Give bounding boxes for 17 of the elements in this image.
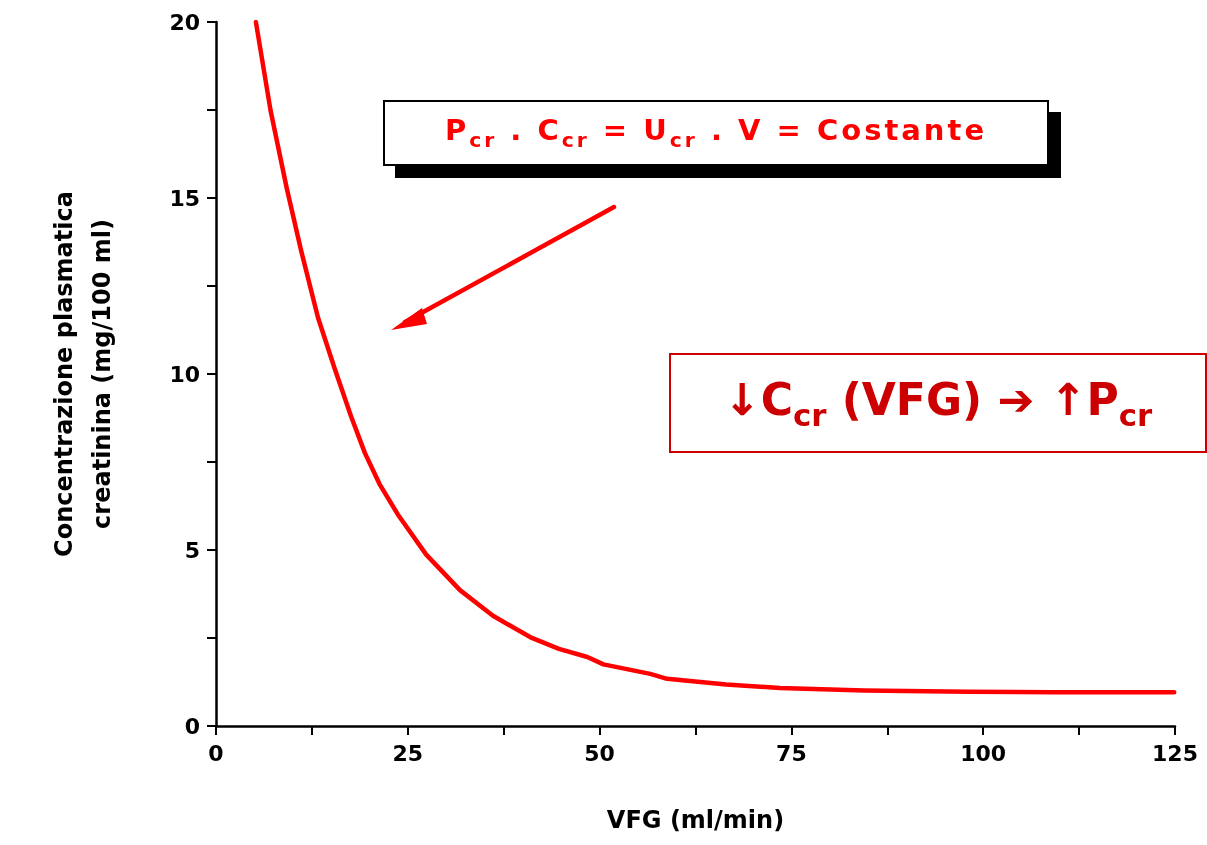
y-axis-title: Concentrazione plasmatica creatinina (mg/100 ml) [50, 191, 116, 557]
x-tick-label: 25 [392, 740, 424, 766]
x-tick-label: 125 [1152, 740, 1198, 766]
y-tick-label: 20 [169, 9, 200, 35]
annotation: P$_{cr}$ . C$_{cr}$ = U$_{cr}$ . V = Costante [444, 113, 988, 153]
text-box: ↓C$_{cr}$ (VFG) ➔ ↑P$_{cr}$ [669, 353, 1207, 453]
x-tick-label: 75 [776, 740, 807, 766]
y-tick-label: 15 [169, 185, 200, 211]
annotation: ↓C$_{cr}$ (VFG) ➔ ↑P$_{cr}$ [723, 373, 1153, 433]
x-axis-title: VFG (ml/min) [606, 806, 785, 834]
y-tick-label: 10 [169, 361, 200, 387]
y-tick-label: 0 [184, 713, 200, 739]
x-tick-label: 100 [960, 740, 1007, 766]
x-tick-label: 50 [584, 740, 615, 766]
x-tick-label: 0 [208, 740, 224, 766]
y-tick-label: 5 [184, 537, 200, 563]
line-series [253, 19, 1177, 695]
